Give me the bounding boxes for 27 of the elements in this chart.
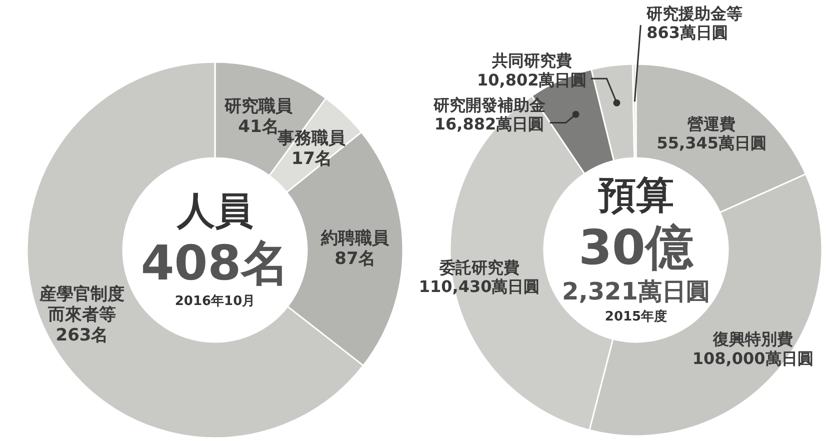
slice-label: 共同研究費	[490, 51, 572, 70]
data-label: 110,430萬日圓	[418, 277, 540, 296]
text: 人員	[176, 188, 253, 233]
data-label: 263名	[56, 325, 108, 346]
data-label: 55,345萬日圓	[656, 133, 766, 152]
data-label: 108,000萬日圓	[692, 348, 814, 368]
slice-label: 研究職員	[223, 96, 294, 117]
slice-label: 産學官制度而來者等	[38, 284, 125, 325]
data-label: 10,802萬日圓	[476, 70, 587, 90]
data-label: 41名	[238, 117, 279, 138]
slice-label: 研究開發補助金	[432, 95, 546, 114]
data-label: 863萬日圓	[646, 23, 728, 42]
text: 2016年10月	[174, 294, 256, 309]
text: 2,321萬日圓	[562, 278, 710, 306]
slice-label: 復興特別費	[712, 330, 793, 349]
slice-label: 委託研究費	[438, 258, 520, 277]
text: 預算	[598, 173, 674, 218]
text: 408名	[140, 235, 290, 292]
text: 2015年度	[604, 308, 668, 324]
slice-label: 研究援助金等	[646, 4, 743, 23]
text: 30億	[578, 220, 694, 276]
data-label: 17名	[291, 148, 332, 169]
slice-label: 事務職員	[276, 128, 347, 149]
slice-label: 約聘職員	[320, 228, 390, 249]
data-label: 16,882萬日圓	[434, 114, 544, 134]
data-label: 87名	[334, 249, 376, 270]
slice-label: 營運費	[688, 114, 736, 134]
